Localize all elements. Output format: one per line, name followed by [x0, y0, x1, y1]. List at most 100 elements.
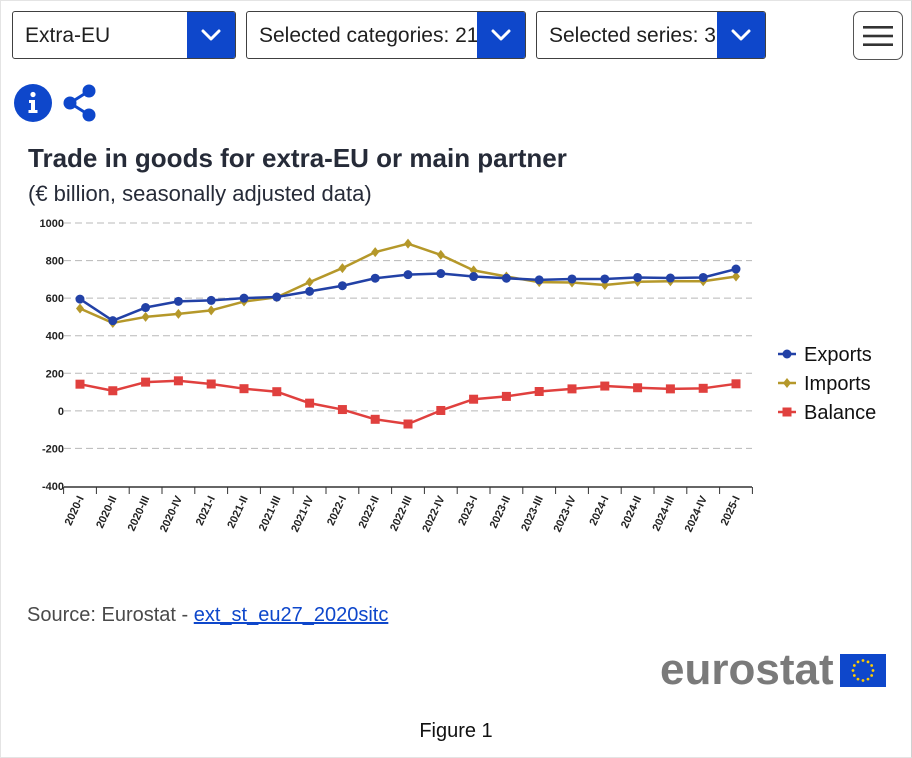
info-icon[interactable] [14, 84, 52, 122]
data-point [272, 292, 282, 302]
data-point [206, 295, 216, 305]
data-point [567, 274, 577, 284]
x-tick-label: 2022-III [388, 494, 415, 533]
series-exports [75, 264, 741, 326]
series-dropdown[interactable]: Selected series: 3 [536, 11, 766, 59]
y-tick-label: 800 [46, 256, 64, 268]
data-point [305, 398, 315, 408]
data-point [173, 376, 183, 386]
data-point [436, 405, 446, 415]
flag-star [852, 663, 856, 667]
y-tick-label: 1000 [40, 218, 64, 230]
data-point [698, 383, 708, 393]
x-tick-label: 2024-IV [683, 494, 710, 535]
y-axis-ticks: 1000 800 600 400 200 0 -200 -400 [40, 218, 64, 493]
data-point [534, 387, 544, 397]
data-point [108, 386, 118, 396]
x-tick-label: 2021-II [225, 494, 250, 530]
chevron-down-icon[interactable] [477, 12, 525, 58]
partner-dropdown-label: Extra-EU [25, 24, 111, 47]
x-tick-label: 2022-IV [420, 494, 447, 535]
y-tick-label: -400 [42, 481, 64, 493]
data-point [404, 238, 412, 249]
data-point [534, 275, 544, 285]
x-tick-label: 2021-III [257, 494, 284, 533]
data-point [436, 249, 445, 260]
data-point [305, 286, 315, 296]
hamburger-menu-icon[interactable] [853, 11, 903, 60]
legend-item: Exports [778, 344, 872, 366]
data-point [141, 303, 151, 313]
data-point [272, 387, 282, 397]
data-point [633, 272, 643, 282]
legend-item: Balance [778, 402, 876, 424]
data-point [403, 419, 413, 429]
chart-grid [64, 222, 752, 449]
chart-title: Trade in goods for extra-EU or main part… [28, 143, 567, 173]
data-point [108, 316, 118, 326]
x-tick-label: 2025-I [719, 494, 743, 527]
partner-dropdown[interactable]: Extra-EU [12, 11, 236, 59]
source-link[interactable]: ext_st_eu27_2020sitc [193, 604, 389, 626]
data-point [207, 305, 216, 316]
data-point [141, 311, 150, 322]
chevron-down-icon[interactable] [187, 12, 235, 58]
eurostat-logo: eurostat [660, 648, 886, 692]
data-point [732, 271, 740, 282]
source-prefix: Source: Eurostat - [27, 604, 194, 626]
flag-star [852, 673, 856, 677]
flag-star [861, 678, 864, 682]
data-point [469, 394, 479, 404]
legend-label: Exports [804, 344, 872, 366]
legend-marker [783, 378, 791, 388]
data-point [173, 296, 183, 306]
data-point [665, 384, 675, 394]
flag-star [856, 659, 859, 663]
y-tick-label: 600 [46, 293, 64, 305]
share-icon[interactable] [62, 84, 98, 122]
flag-star [869, 663, 873, 667]
data-point [600, 381, 610, 391]
flag-star [866, 659, 869, 663]
x-tick-label: 2021-IV [289, 494, 316, 535]
chart-series [75, 238, 741, 429]
data-point [239, 293, 249, 303]
data-point [305, 277, 314, 288]
series-dropdown-label: Selected series: 3 [549, 24, 716, 47]
y-tick-label: 0 [58, 406, 64, 418]
legend-label: Imports [804, 373, 871, 395]
series-balance [75, 376, 741, 429]
x-tick-label: 2021-I [194, 494, 218, 527]
data-point [370, 414, 380, 424]
data-point [501, 273, 511, 283]
data-point [338, 263, 347, 274]
flag-star [861, 658, 864, 662]
x-tick-label: 2023-II [488, 494, 513, 530]
categories-dropdown-label: Selected categories: 21 [259, 24, 479, 47]
data-point [75, 294, 85, 304]
flag-star [851, 668, 854, 672]
data-point [469, 272, 479, 282]
figure-label: Figure 1 [419, 720, 493, 742]
x-tick-label: 2020-II [94, 494, 119, 530]
categories-dropdown[interactable]: Selected categories: 21 [246, 11, 526, 59]
data-point [370, 273, 380, 283]
data-point [731, 264, 741, 274]
data-point [600, 274, 610, 284]
data-point [567, 384, 577, 394]
data-point [174, 308, 183, 319]
data-point [75, 379, 85, 389]
flag-star [856, 677, 859, 681]
x-tick-label: 2020-III [126, 494, 153, 533]
legend-marker [782, 407, 792, 417]
data-point [665, 273, 675, 283]
x-tick-label: 2023-III [519, 494, 546, 533]
data-point [206, 379, 216, 389]
data-point [403, 270, 413, 280]
chevron-down-icon[interactable] [717, 12, 765, 58]
data-point [337, 405, 347, 415]
data-point [731, 379, 741, 389]
data-point [76, 303, 84, 314]
data-point [633, 383, 643, 393]
